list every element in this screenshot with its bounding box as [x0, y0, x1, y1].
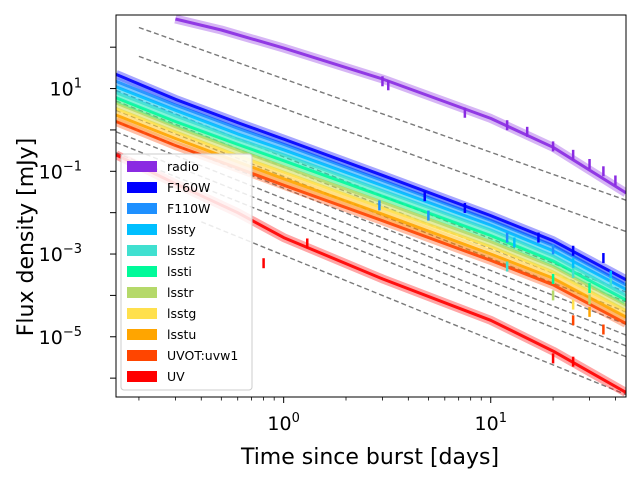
legend-label-lsstu: lsstu: [167, 327, 196, 342]
legend-label-lssty: lssty: [167, 222, 196, 237]
model-line-lsstr: [116, 101, 626, 307]
model-line-lssti: [116, 96, 626, 302]
legend-label-lsstz: lsstz: [167, 243, 195, 258]
legend-label-radio: radio: [167, 159, 199, 174]
legend-swatch-uv: [127, 371, 157, 382]
legend-swatch-lsstz: [127, 245, 157, 256]
model-line-lsstu: [116, 113, 626, 319]
legend-swatch-lsstr: [127, 287, 157, 298]
legend-swatch-f160w: [127, 182, 157, 193]
reference-line-10: [201, 221, 626, 396]
legend-swatch-uvot-uvw1: [127, 350, 157, 361]
legend-label-f160w: F160W: [167, 180, 210, 195]
legend-label-uv: UV: [167, 369, 185, 384]
legend-swatch-lssty: [127, 224, 157, 235]
axis-ticks: 100 101 10−5 10−3 10−1 101: [39, 46, 616, 435]
legend-entries: radio F160W F110W lssty lsstz lssti lsstr lsstg…: [127, 159, 238, 384]
model-line-lssty: [116, 85, 626, 291]
model-line-uvot-uvw1: [116, 120, 626, 325]
legend-label-lsstg: lsstg: [167, 306, 196, 321]
legend-swatch-f110w: [127, 203, 157, 214]
legend-label-lssti: lssti: [167, 264, 192, 279]
model-line-lsstg: [116, 107, 626, 312]
legend-label-f110w: F110W: [167, 201, 210, 216]
legend-label-uvot-uvw1: UVOT:uvw1: [167, 348, 238, 363]
legend-swatch-lsstg: [127, 308, 157, 319]
x-tick-label-1: 100: [267, 411, 299, 435]
reference-line-1: [138, 26, 626, 201]
y-tick-label-1: 10−5: [39, 325, 82, 349]
x-axis-label: Time since burst [days]: [240, 445, 499, 470]
legend-label-lsstr: lsstr: [167, 285, 194, 300]
y-tick-label-4: 101: [50, 77, 82, 101]
y-tick-label-3: 10−1: [39, 159, 82, 183]
observed-points: [262, 76, 617, 367]
legend-swatch-lssti: [127, 266, 157, 277]
y-axis-label: Flux density [mJy]: [14, 138, 39, 336]
model-line-lsstz: [116, 91, 626, 297]
plot-frame: [115, 14, 627, 398]
model-line-f160w: [116, 73, 626, 282]
y-tick-label-2: 10−3: [39, 242, 82, 266]
legend-swatch-radio: [127, 161, 157, 172]
x-tick-label-2: 101: [475, 411, 507, 435]
reference-line-2: [138, 55, 626, 233]
legend: radio F160W F110W lssty lsstz lssti lsstr lsstg…: [120, 153, 253, 391]
model-line-f110w: [116, 79, 626, 287]
legend-swatch-lsstu: [127, 329, 157, 340]
